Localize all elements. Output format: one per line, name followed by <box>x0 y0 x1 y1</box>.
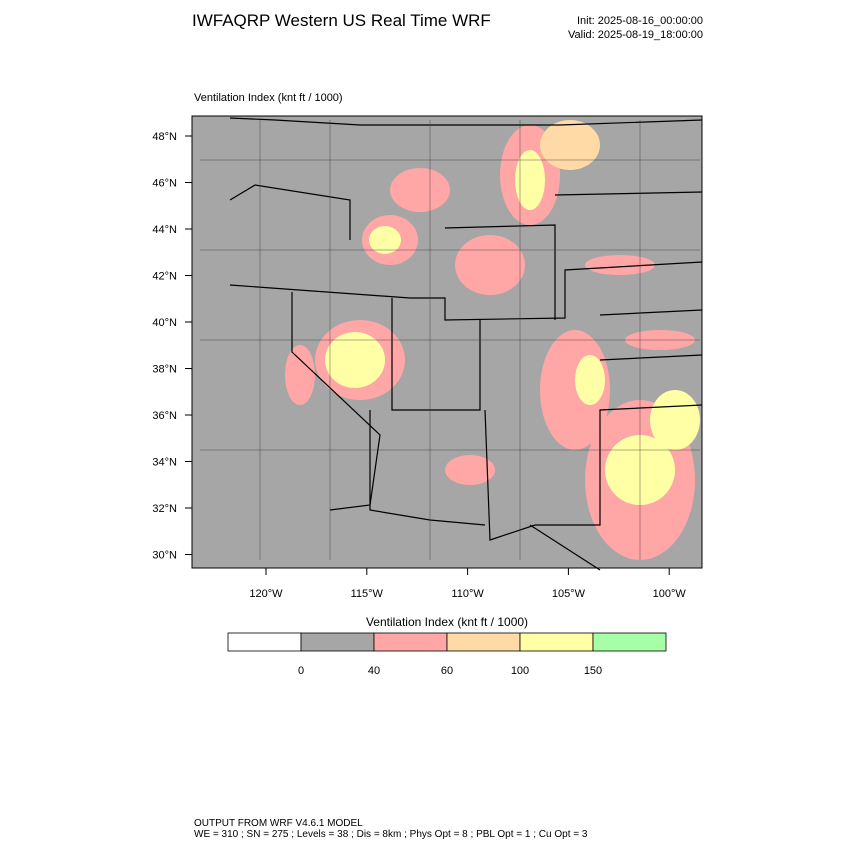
colorbar-label: 100 <box>511 665 529 677</box>
valid-time: Valid: 2025-08-19_18:00:00 <box>568 29 703 41</box>
state-borders <box>200 117 703 571</box>
map-label: Ventilation Index (knt ft / 1000) <box>194 92 343 104</box>
lat-label: 36°N <box>152 410 177 422</box>
init-time: Init: 2025-08-16_00:00:00 <box>577 15 703 27</box>
colorbar-box <box>592 632 667 652</box>
lat-label: 30°N <box>152 550 177 562</box>
lat-label: 38°N <box>152 364 177 376</box>
lon-label: 120°W <box>249 588 283 600</box>
ventilation-field <box>285 120 700 560</box>
colorbar-label: 60 <box>441 665 453 677</box>
colorbar-box <box>227 632 302 652</box>
colorbar-box <box>446 632 521 652</box>
lon-label: 115°W <box>351 588 384 600</box>
colorbar-label: 40 <box>368 665 380 677</box>
colorbar-label: 0 <box>298 665 304 677</box>
colorbar-label: 150 <box>584 665 602 677</box>
lat-label: 40°N <box>152 317 177 329</box>
lat-label: 34°N <box>152 457 177 469</box>
lat-label: 32°N <box>152 503 177 515</box>
footer-line: OUTPUT FROM WRF V4.6.1 MODEL <box>194 818 363 829</box>
colorbar-box <box>300 632 375 652</box>
axis-labels: 48°N 46°N 44°N 42°N 40°N 38°N 36°N 34°N 32°N 30°N… <box>152 131 686 600</box>
map <box>191 115 703 571</box>
lat-label: 44°N <box>152 224 177 236</box>
colorbar-box <box>519 632 594 652</box>
colorbar: Ventilation Index (knt ft / 1000) 0 40 60 1… <box>227 615 667 677</box>
colorbar-title: Ventilation Index (knt ft / 1000) <box>366 615 528 629</box>
title: IWFAQRP Western US Real Time WRF <box>192 11 491 30</box>
footer-line: WE = 310 ; SN = 275 ; Levels = 38 ; Dis … <box>194 829 588 840</box>
lat-label: 48°N <box>152 131 177 143</box>
colorbar-box <box>373 632 448 652</box>
lon-label: 105°W <box>552 588 586 600</box>
lon-label: 100°W <box>653 588 687 600</box>
lon-label: 110°W <box>451 588 484 600</box>
lat-label: 46°N <box>152 178 177 190</box>
lat-label: 42°N <box>152 271 177 283</box>
